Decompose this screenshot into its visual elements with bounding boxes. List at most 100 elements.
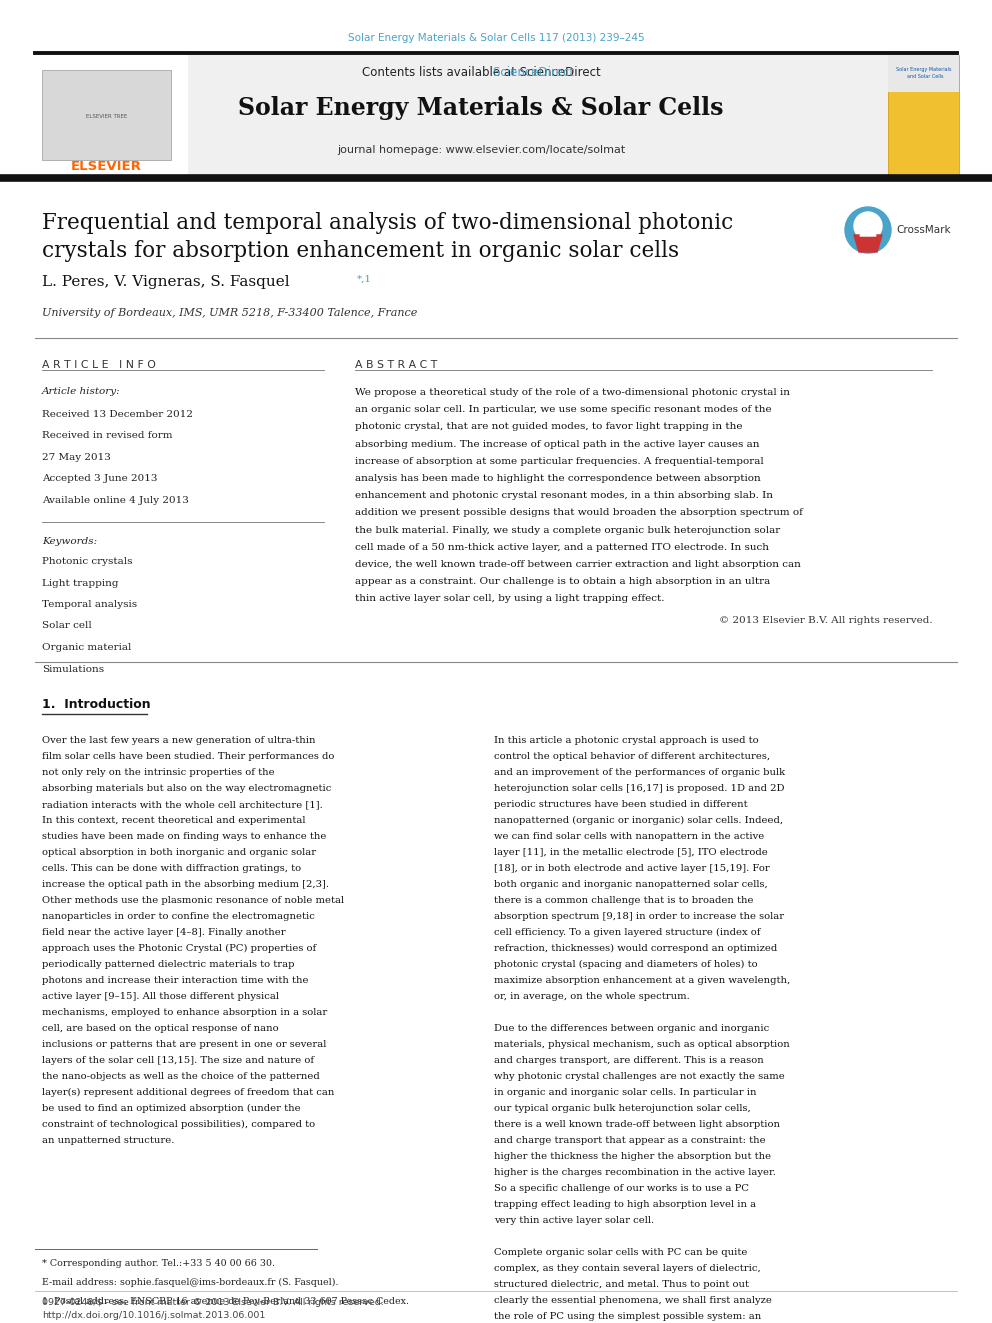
Text: the nano-objects as well as the choice of the patterned: the nano-objects as well as the choice o… [42,1072,319,1081]
Text: active layer [9–15]. All those different physical: active layer [9–15]. All those different… [42,992,279,1002]
Text: L. Peres, V. Vigneras, S. Fasquel: L. Peres, V. Vigneras, S. Fasquel [42,275,290,288]
Text: journal homepage: www.elsevier.com/locate/solmat: journal homepage: www.elsevier.com/locat… [337,146,625,155]
Text: constraint of technological possibilities), compared to: constraint of technological possibilitie… [42,1121,314,1129]
Text: materials, physical mechanism, such as optical absorption: materials, physical mechanism, such as o… [494,1040,790,1049]
Bar [35,56,188,175]
Text: device, the well known trade-off between carrier extraction and light absorption: device, the well known trade-off between… [355,560,801,569]
Text: cell efficiency. To a given layered structure (index of: cell efficiency. To a given layered stru… [494,927,761,937]
Text: radiation interacts with the whole cell architecture [1].: radiation interacts with the whole cell … [42,800,322,808]
Polygon shape [860,220,876,235]
Bar [888,56,959,175]
Text: Accepted 3 June 2013: Accepted 3 June 2013 [42,475,157,483]
Text: layer [11], in the metallic electrode [5], ITO electrode: layer [11], in the metallic electrode [5… [494,848,768,857]
Text: approach uses the Photonic Crystal (PC) properties of: approach uses the Photonic Crystal (PC) … [42,945,315,953]
Text: why photonic crystal challenges are not exactly the same: why photonic crystal challenges are not … [494,1072,785,1081]
Text: and charges transport, are different. This is a reason: and charges transport, are different. Th… [494,1056,764,1065]
Text: A B S T R A C T: A B S T R A C T [355,360,437,370]
Text: the bulk material. Finally, we study a complete organic bulk heterojunction sola: the bulk material. Finally, we study a c… [355,525,781,534]
Text: complex, as they contain several layers of dielectric,: complex, as they contain several layers … [494,1263,761,1273]
Circle shape [845,206,891,253]
Text: Frequential and temporal analysis of two-dimensional photonic
crystals for absor: Frequential and temporal analysis of two… [42,212,733,262]
Text: or, in average, on the whole spectrum.: or, in average, on the whole spectrum. [494,992,689,1002]
Text: Complete organic solar cells with PC can be quite: Complete organic solar cells with PC can… [494,1248,747,1257]
Text: University of Bordeaux, IMS, UMR 5218, F-33400 Talence, France: University of Bordeaux, IMS, UMR 5218, F… [42,308,417,318]
Text: optical absorption in both inorganic and organic solar: optical absorption in both inorganic and… [42,848,315,857]
Text: We propose a theoretical study of the role of a two-dimensional photonic crystal: We propose a theoretical study of the ro… [355,388,791,397]
Text: cell, are based on the optical response of nano: cell, are based on the optical response … [42,1024,279,1033]
Text: A R T I C L E   I N F O: A R T I C L E I N F O [42,360,156,370]
Text: Due to the differences between organic and inorganic: Due to the differences between organic a… [494,1024,769,1033]
Text: higher is the charges recombination in the active layer.: higher is the charges recombination in t… [494,1168,776,1177]
Text: inclusions or patterns that are present in one or several: inclusions or patterns that are present … [42,1040,326,1049]
Text: Available online 4 July 2013: Available online 4 July 2013 [42,496,188,505]
Text: periodically patterned dielectric materials to trap: periodically patterned dielectric materi… [42,960,295,968]
Text: Solar Energy Materials & Solar Cells 117 (2013) 239–245: Solar Energy Materials & Solar Cells 117… [347,33,645,44]
Bar [35,56,957,175]
Text: Solar Energy Materials & Solar Cells: Solar Energy Materials & Solar Cells [238,97,724,120]
Text: nanoparticles in order to confine the electromagnetic: nanoparticles in order to confine the el… [42,912,314,921]
Text: absorbing medium. The increase of optical path in the active layer causes an: absorbing medium. The increase of optica… [355,439,760,448]
Text: Received in revised form: Received in revised form [42,431,173,441]
Text: an unpatterned structure.: an unpatterned structure. [42,1136,174,1144]
Text: cell made of a 50 nm-thick active layer, and a patterned ITO electrode. In such: cell made of a 50 nm-thick active layer,… [355,542,769,552]
Text: ELSEVIER: ELSEVIER [70,160,142,172]
Text: and charge transport that appear as a constraint: the: and charge transport that appear as a co… [494,1136,766,1144]
Text: higher the thickness the higher the absorption but the: higher the thickness the higher the abso… [494,1152,771,1162]
Text: field near the active layer [4–8]. Finally another: field near the active layer [4–8]. Final… [42,927,286,937]
Text: absorbing materials but also on the way electromagnetic: absorbing materials but also on the way … [42,785,331,792]
Text: photons and increase their interaction time with the: photons and increase their interaction t… [42,976,309,986]
Text: studies have been made on finding ways to enhance the: studies have been made on finding ways t… [42,832,326,841]
Text: cells. This can be done with diffraction gratings, to: cells. This can be done with diffraction… [42,864,301,873]
Text: not only rely on the intrinsic properties of the: not only rely on the intrinsic propertie… [42,767,275,777]
Text: mechanisms, employed to enhance absorption in a solar: mechanisms, employed to enhance absorpti… [42,1008,327,1017]
Text: photonic crystal (spacing and diameters of holes) to: photonic crystal (spacing and diameters … [494,960,758,970]
Text: 0927-0248/$ - see front matter © 2013 Elsevier B.V. All rights reserved.
http://: 0927-0248/$ - see front matter © 2013 El… [42,1298,384,1320]
Text: nanopatterned (organic or inorganic) solar cells. Indeed,: nanopatterned (organic or inorganic) sol… [494,816,783,826]
Bar [888,56,959,93]
Text: photonic crystal, that are not guided modes, to favor light trapping in the: photonic crystal, that are not guided mo… [355,422,743,431]
Text: Article history:: Article history: [42,388,120,396]
Text: in organic and inorganic solar cells. In particular in: in organic and inorganic solar cells. In… [494,1088,757,1097]
Text: [18], or in both electrode and active layer [15,19]. For: [18], or in both electrode and active la… [494,864,770,873]
Text: refraction, thicknesses) would correspond an optimized: refraction, thicknesses) would correspon… [494,945,778,953]
Text: 27 May 2013: 27 May 2013 [42,452,110,462]
Text: ELSEVIER TREE: ELSEVIER TREE [85,115,127,119]
Text: E-mail address: sophie.fasquel@ims-bordeaux.fr (S. Fasquel).: E-mail address: sophie.fasquel@ims-borde… [42,1278,338,1287]
Circle shape [854,212,882,239]
Text: an organic solar cell. In particular, we use some specific resonant modes of the: an organic solar cell. In particular, we… [355,405,772,414]
Text: layer(s) represent additional degrees of freedom that can: layer(s) represent additional degrees of… [42,1088,334,1097]
Text: * Corresponding author. Tel.:+33 5 40 00 66 30.: * Corresponding author. Tel.:+33 5 40 00… [42,1259,275,1267]
Text: very thin active layer solar cell.: very thin active layer solar cell. [494,1216,654,1225]
Text: In this context, recent theoretical and experimental: In this context, recent theoretical and … [42,816,306,826]
Text: enhancement and photonic crystal resonant modes, in a thin absorbing slab. In: enhancement and photonic crystal resonan… [355,491,773,500]
Text: Solar Energy Materials
  and Solar Cells: Solar Energy Materials and Solar Cells [896,67,951,78]
Text: Solar cell: Solar cell [42,622,91,631]
Text: © 2013 Elsevier B.V. All rights reserved.: © 2013 Elsevier B.V. All rights reserved… [719,615,932,624]
Text: periodic structures have been studied in different: periodic structures have been studied in… [494,800,748,808]
Text: there is a well known trade-off between light absorption: there is a well known trade-off between … [494,1121,780,1129]
Text: both organic and inorganic nanopatterned solar cells,: both organic and inorganic nanopatterned… [494,880,768,889]
Bar [42,70,171,160]
Text: and an improvement of the performances of organic bulk: and an improvement of the performances o… [494,767,785,777]
Text: In this article a photonic crystal approach is used to: In this article a photonic crystal appro… [494,736,759,745]
Text: we can find solar cells with nanopattern in the active: we can find solar cells with nanopattern… [494,832,764,841]
Polygon shape [854,235,882,251]
Text: Photonic crystals: Photonic crystals [42,557,132,566]
Text: our typical organic bulk heterojunction solar cells,: our typical organic bulk heterojunction … [494,1103,751,1113]
Text: So a specific challenge of our works is to use a PC: So a specific challenge of our works is … [494,1184,749,1193]
Text: Temporal analysis: Temporal analysis [42,601,137,609]
Text: increase of absorption at some particular frequencies. A frequential-temporal: increase of absorption at some particula… [355,456,764,466]
Text: addition we present possible designs that would broaden the absorption spectrum : addition we present possible designs tha… [355,508,803,517]
Text: clearly the essential phenomena, we shall first analyze: clearly the essential phenomena, we shal… [494,1297,772,1304]
Text: be used to find an optimized absorption (under the: be used to find an optimized absorption … [42,1103,301,1113]
Text: there is a common challenge that is to broaden the: there is a common challenge that is to b… [494,896,754,905]
Text: appear as a constraint. Our challenge is to obtain a high absorption in an ultra: appear as a constraint. Our challenge is… [355,577,771,586]
Text: Received 13 December 2012: Received 13 December 2012 [42,410,192,419]
Text: increase the optical path in the absorbing medium [2,3].: increase the optical path in the absorbi… [42,880,328,889]
Text: ScienceDirect: ScienceDirect [388,66,574,79]
Text: control the optical behavior of different architectures,: control the optical behavior of differen… [494,751,770,761]
Text: maximize absorption enhancement at a given wavelength,: maximize absorption enhancement at a giv… [494,976,791,986]
Text: the role of PC using the simplest possible system: an: the role of PC using the simplest possib… [494,1312,761,1320]
Text: CrossMark: CrossMark [896,225,950,235]
Text: analysis has been made to highlight the correspondence between absorption: analysis has been made to highlight the … [355,474,761,483]
